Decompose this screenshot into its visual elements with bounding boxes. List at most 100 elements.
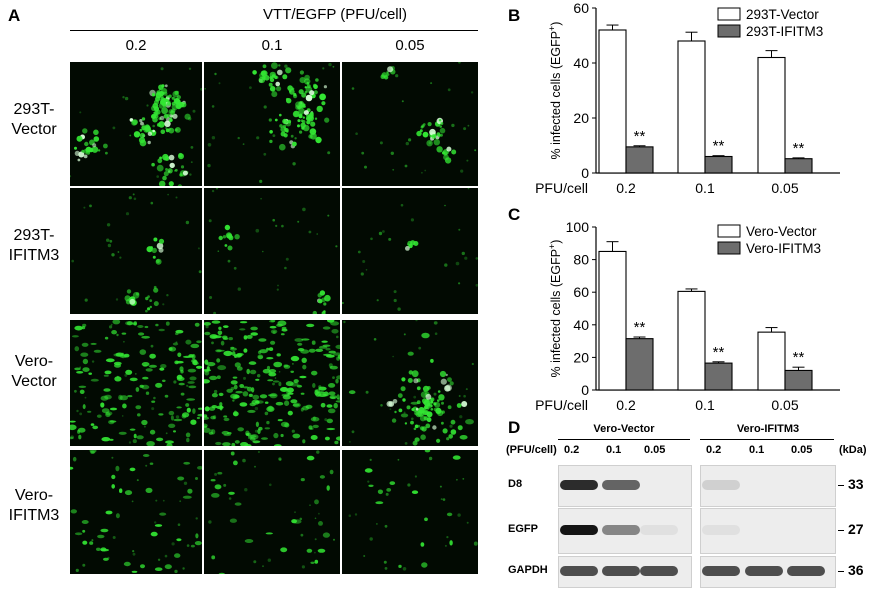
micrograph-r0-c0 [70, 62, 202, 186]
micrograph-r0-c1 [204, 62, 340, 186]
blot-dose-1: 0.1 [606, 444, 622, 456]
y-tick-label: 40 [573, 55, 589, 71]
legend-swatch-0 [717, 224, 741, 238]
legend-swatch-0 [717, 7, 741, 21]
micrograph-r3-c2 [342, 450, 478, 574]
blot-group-ifitm3-rule [700, 439, 834, 440]
category-label: 0.1 [695, 397, 715, 413]
blot-dose-0: 0.2 [564, 444, 580, 456]
legend-swatch-1 [717, 24, 741, 38]
significance-mark: ** [713, 138, 725, 155]
blot-band-gapdh-5 [787, 566, 825, 576]
blot-label-gapdh: GAPDH [508, 564, 548, 576]
legend-label-1: Vero-IFITM3 [746, 241, 821, 256]
y-tick-label: 80 [573, 252, 589, 268]
legend-swatch-1 [717, 241, 741, 255]
y-tick-label: 60 [573, 0, 589, 16]
blot-band-egfp-0 [560, 525, 598, 535]
bar-1-1 [704, 362, 733, 391]
col-label-1: 0.1 [261, 37, 283, 54]
micrograph-r1-c0 [70, 188, 202, 314]
micrograph-r2-c0 [70, 320, 202, 446]
y-tick-label: 100 [566, 219, 590, 235]
blot-group-ifitm3: Vero-IFITM3 [736, 423, 800, 435]
bar-0-2 [757, 331, 786, 391]
significance-mark: ** [634, 319, 646, 336]
blot-dose-5: 0.05 [791, 444, 813, 456]
y-axis-label: % infected cells (EGFP+) [547, 22, 563, 160]
col-label-0: 0.2 [125, 37, 147, 54]
row-label-293t-ifitm3: 293T- IFITM3 [8, 227, 60, 264]
blot-band-gapdh-1 [602, 566, 640, 576]
micrograph-r1-c2 [342, 188, 478, 314]
blot-kda-label: (kDa) [839, 444, 867, 456]
blot-dose-label: (PFU/cell) [506, 444, 557, 456]
bar-1-2 [784, 369, 813, 391]
blot-kda-tick-2 [838, 571, 844, 572]
blot-band-gapdh-3 [702, 566, 740, 576]
y-tick-label: 0 [581, 165, 589, 181]
blot-dose-4: 0.1 [749, 444, 765, 456]
legend-label-0: Vero-Vector [746, 224, 817, 239]
blot-dose-2: 0.05 [644, 444, 666, 456]
category-prefix-label: PFU/cell [535, 180, 588, 196]
blot-kda-1: 27 [848, 521, 864, 537]
significance-mark: ** [793, 140, 805, 157]
y-axis-label: % infected cells (EGFP+) [547, 240, 563, 378]
blot-kda-0: 33 [848, 476, 864, 492]
panel-a-title-rule [70, 30, 478, 31]
micrograph-r3-c1 [204, 450, 340, 574]
bar-0-1 [677, 290, 706, 391]
chart-c: 0 20 40 60 80 100% infected cells (EGFP+) ** 0.… [500, 200, 875, 420]
micrograph-r2-c1 [204, 320, 340, 446]
panel-a-title: VTT/EGFP (PFU/cell) [263, 6, 407, 23]
category-label: 0.2 [616, 397, 636, 413]
panel-b-letter: B [508, 6, 521, 25]
chart-b: 0 20 40 60 % infected cells (EGFP+) ** 0.2 ** 0.… [500, 0, 875, 215]
col-label-2: 0.05 [395, 37, 425, 54]
blot-band-gapdh-4 [745, 566, 783, 576]
category-label: 0.05 [771, 180, 798, 196]
significance-mark: ** [793, 349, 805, 366]
category-prefix-label: PFU/cell [535, 397, 588, 413]
category-label: 0.2 [616, 180, 636, 196]
micrograph-r1-c1 [204, 188, 340, 314]
blot-band-egfp-3 [702, 525, 740, 535]
bar-1-0 [625, 338, 654, 391]
bar-1-2 [784, 158, 813, 174]
y-tick-label: 20 [573, 349, 589, 365]
y-tick-label: 20 [573, 110, 589, 126]
row-label-vero-ifitm3: Vero- IFITM3 [8, 487, 60, 524]
panel-d-letter: D [508, 418, 521, 437]
blot-band-d8-3 [702, 480, 740, 490]
significance-mark: ** [713, 344, 725, 361]
blot-band-gapdh-0 [560, 566, 598, 576]
blot-label-egfp: EGFP [508, 523, 538, 535]
blot-label-d8: D8 [508, 478, 523, 490]
bar-0-0 [598, 250, 627, 391]
y-tick-label: 60 [573, 284, 589, 300]
row-label-293t-vector: 293T- Vector [11, 101, 57, 138]
micrograph-r2-c2 [342, 320, 478, 446]
blot-group-vector: Vero-Vector [593, 423, 655, 435]
legend-label-0: 293T-Vector [746, 7, 819, 22]
legend-label-1: 293T-IFITM3 [746, 24, 823, 39]
bar-0-2 [757, 56, 786, 174]
significance-mark: ** [634, 128, 646, 145]
blot-band-d8-0 [560, 480, 598, 490]
bar-1-0 [625, 146, 654, 174]
bar-0-0 [598, 29, 627, 174]
blot-kda-tick-1 [838, 530, 844, 531]
blot-band-gapdh-2 [640, 566, 678, 576]
row-label-vero-vector: Vero- Vector [11, 353, 57, 390]
bar-1-1 [704, 155, 733, 174]
blot-group-vector-rule [558, 439, 690, 440]
bar-0-1 [677, 40, 706, 174]
micrograph-r3-c0 [70, 450, 202, 574]
micrograph-r0-c2 [342, 62, 478, 186]
y-tick-label: 0 [581, 382, 589, 398]
blot-band-d8-1 [602, 480, 640, 490]
blot-kda-tick-0 [838, 485, 844, 486]
blot-dose-3: 0.2 [706, 444, 722, 456]
y-tick-label: 40 [573, 317, 589, 333]
